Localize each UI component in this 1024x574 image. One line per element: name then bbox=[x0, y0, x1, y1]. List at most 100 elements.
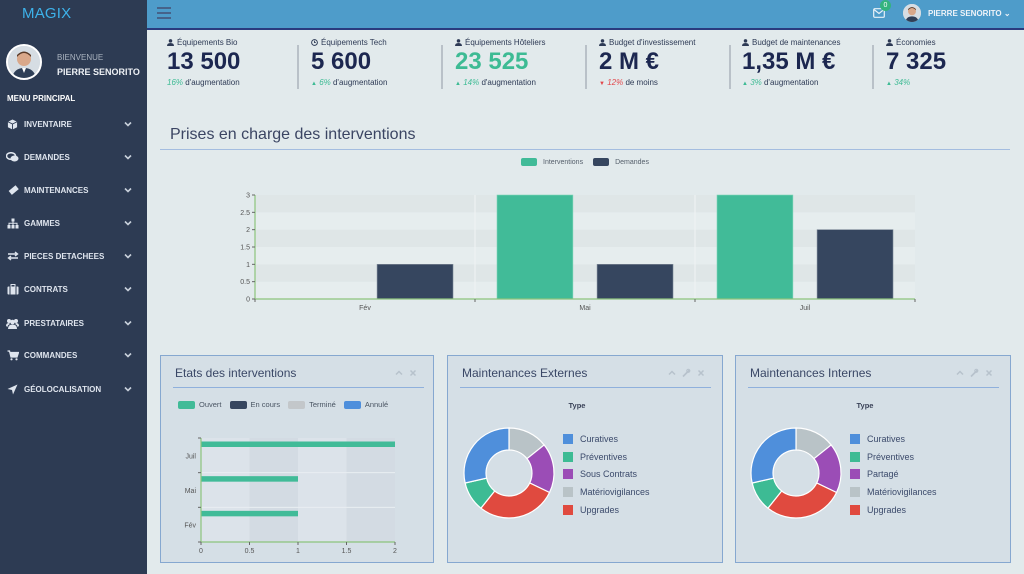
sidebar-item-geolocalisation[interactable]: GÉOLOCALISATION bbox=[0, 376, 147, 402]
legend-swatch-termine[interactable] bbox=[288, 400, 306, 409]
sidebar-item-contrats[interactable]: CONTRATS bbox=[0, 276, 147, 302]
legend-swatch-en-cours[interactable] bbox=[229, 400, 247, 409]
legend-swatch bbox=[850, 433, 860, 444]
sidebar-item-demandes[interactable]: DEMANDES bbox=[0, 144, 147, 170]
grid-band bbox=[255, 195, 915, 213]
etats-hbar-chart: Juil Mai Fév 0 0.5 1 1.5 2 bbox=[184, 437, 397, 555]
sidebar-item-label: PIECES DETACHEES bbox=[24, 251, 105, 261]
menu-title: MENU PRINCIPAL bbox=[7, 94, 76, 103]
legend-label[interactable]: Terminé bbox=[309, 400, 336, 409]
legend-swatch bbox=[563, 433, 573, 444]
notification-badge: 0 bbox=[880, 0, 891, 11]
x-tick-label: Juil bbox=[800, 305, 811, 312]
stat-label: Équipements Tech bbox=[321, 38, 387, 47]
grid-band bbox=[255, 229, 915, 247]
panel-rule bbox=[460, 387, 711, 388]
legend-item[interactable]: Matériovigilances bbox=[563, 483, 650, 501]
chevron-down-icon bbox=[124, 386, 132, 392]
sidebar-item-prestataires[interactable]: PRESTATAIRES bbox=[0, 310, 147, 336]
legend-item[interactable]: Matériovigilances bbox=[850, 483, 937, 501]
collapse-icon[interactable] bbox=[394, 368, 404, 378]
stat-caption: d'augmentation bbox=[185, 78, 240, 87]
sidebar-item-label: GÉOLOCALISATION bbox=[24, 384, 102, 394]
chevron-down-icon bbox=[124, 320, 132, 326]
legend-item[interactable]: Préventives bbox=[563, 448, 650, 466]
user-icon bbox=[599, 39, 606, 46]
legend-swatch-interventions[interactable] bbox=[521, 158, 537, 166]
envelope-icon[interactable] bbox=[873, 8, 885, 18]
stat-percent: 12% bbox=[607, 78, 624, 87]
divider bbox=[297, 45, 299, 89]
close-icon[interactable] bbox=[408, 368, 418, 378]
trend-up-icon: ▲ bbox=[311, 81, 317, 87]
stat-label: Équipements Hôteliers bbox=[465, 38, 546, 47]
legend-item[interactable]: Partagé bbox=[850, 466, 937, 484]
legend-swatch bbox=[563, 469, 573, 480]
stat-percent: 3% bbox=[750, 78, 762, 87]
legend-item[interactable]: Upgrades bbox=[563, 501, 650, 519]
legend-label[interactable]: Interventions bbox=[543, 158, 584, 166]
legend-item[interactable]: Curatives bbox=[850, 430, 937, 448]
donut-legend: Curatives Préventives Sous Contrats Matério… bbox=[563, 430, 650, 519]
stat-value: 5 600 bbox=[311, 48, 372, 75]
panel-rule bbox=[173, 387, 424, 388]
legend-label[interactable]: Ouvert bbox=[199, 400, 222, 409]
ticket-icon bbox=[6, 184, 19, 197]
sidebar-item-inventaire[interactable]: INVENTAIRE bbox=[0, 111, 147, 137]
chart-title: Prises en charge des interventions bbox=[170, 126, 416, 143]
stat-percent: 6% bbox=[319, 78, 331, 87]
legend-swatch-demandes[interactable] bbox=[593, 158, 610, 166]
stat-value: 13 500 bbox=[167, 48, 241, 75]
sidebar-item-maintenances[interactable]: MAINTENANCES bbox=[0, 177, 147, 203]
legend-item[interactable]: Curatives bbox=[563, 430, 650, 448]
panel-title: Maintenances Internes bbox=[750, 366, 872, 380]
legend-item[interactable]: Préventives bbox=[850, 448, 937, 466]
close-icon[interactable] bbox=[984, 368, 994, 378]
stat-label: Budget d'investissement bbox=[609, 38, 696, 47]
chart-legend: Interventions Demandes bbox=[521, 158, 649, 166]
collapse-icon[interactable] bbox=[955, 368, 965, 378]
title-rule bbox=[160, 149, 1010, 150]
app-logo[interactable]: MAGIX bbox=[22, 5, 72, 22]
stat-label: Équipements Bio bbox=[177, 38, 238, 47]
user-avatar[interactable] bbox=[6, 44, 42, 80]
interventions-bar-chart: 0 0.5 1 1.5 2 2.5 3 Fév Mai Juil bbox=[240, 193, 916, 312]
chevron-down-icon bbox=[124, 286, 132, 292]
comments-icon bbox=[6, 151, 19, 164]
grid-band bbox=[255, 264, 915, 282]
cart-icon bbox=[6, 349, 19, 362]
legend-swatch-annule[interactable] bbox=[343, 400, 361, 409]
legend-swatch bbox=[850, 451, 860, 462]
legend-label[interactable]: Annulé bbox=[364, 400, 389, 409]
sidebar-item-pieces-detachees[interactable]: PIECES DETACHEES bbox=[0, 243, 147, 269]
sidebar-item-label: DEMANDES bbox=[24, 152, 70, 162]
collapse-icon[interactable] bbox=[667, 368, 677, 378]
close-icon[interactable] bbox=[696, 368, 706, 378]
avatar-image bbox=[903, 4, 921, 22]
legend-item[interactable]: Upgrades bbox=[850, 501, 937, 519]
location-arrow-icon bbox=[6, 383, 19, 396]
stat-caption: d'augmentation bbox=[763, 78, 819, 87]
user-menu[interactable]: PIERRE SENORITO ⌄ bbox=[928, 9, 1011, 18]
wrench-icon[interactable] bbox=[969, 368, 979, 378]
user-icon bbox=[742, 39, 749, 46]
chevron-down-icon bbox=[124, 220, 132, 226]
legend-swatch-ouvert[interactable] bbox=[178, 400, 195, 409]
panel-title: Etats des interventions bbox=[175, 366, 297, 380]
legend-swatch bbox=[850, 505, 860, 516]
donut-legend: Curatives Préventives Partagé Matériovigila… bbox=[850, 430, 937, 519]
y-tick-label: Fév bbox=[184, 523, 196, 530]
wrench-icon[interactable] bbox=[681, 368, 691, 378]
maintenances-internes-donut bbox=[750, 427, 842, 519]
sidebar-item-gammes[interactable]: GAMMES bbox=[0, 210, 147, 236]
chevron-down-icon bbox=[124, 154, 132, 160]
legend-label[interactable]: Demandes bbox=[615, 158, 649, 166]
donut-slice-curatives bbox=[750, 427, 797, 484]
panel-maintenances-internes: Maintenances Internes Type Curatives Prév… bbox=[735, 355, 1011, 563]
stat-label: Budget de maintenances bbox=[752, 38, 841, 47]
legend-label[interactable]: En cours bbox=[250, 400, 281, 409]
sidebar-item-commandes[interactable]: COMMANDES bbox=[0, 342, 147, 368]
topbar-avatar[interactable] bbox=[903, 4, 921, 22]
legend-item[interactable]: Sous Contrats bbox=[563, 466, 650, 484]
menu-toggle-icon[interactable] bbox=[157, 7, 171, 19]
